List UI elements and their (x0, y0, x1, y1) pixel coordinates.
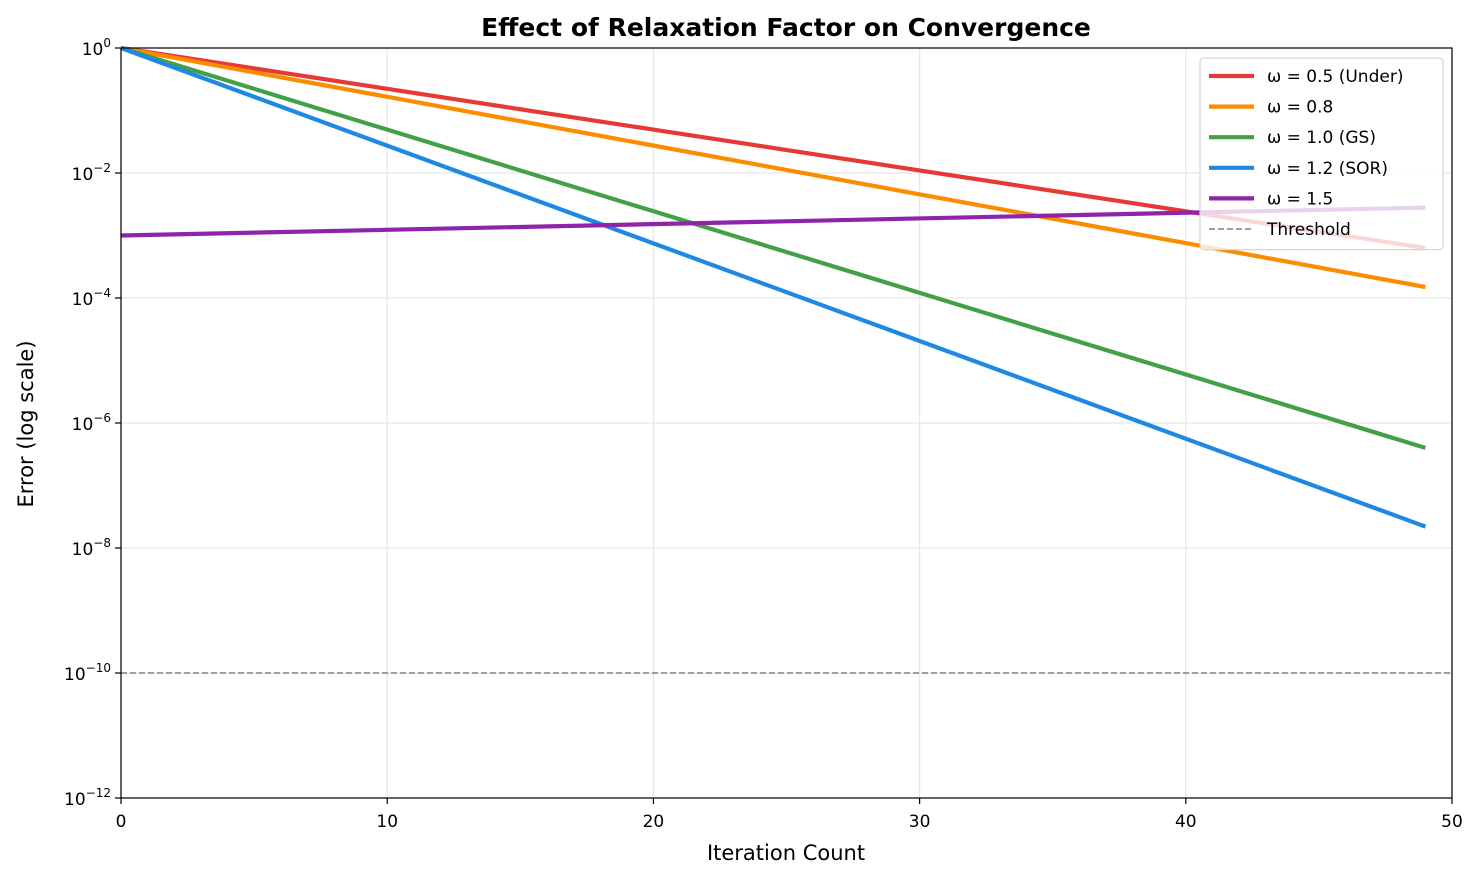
x-tick-label: 10 (376, 812, 398, 832)
y-tick-label: 10−8 (72, 536, 111, 560)
chart-title: Effect of Relaxation Factor on Convergen… (481, 13, 1091, 42)
series-line-3 (120, 45, 1427, 450)
legend-label: Threshold (1266, 220, 1351, 240)
x-tick-label: 50 (1441, 812, 1463, 832)
y-tick-base: 10 (72, 415, 94, 435)
y-tick-exponent: −12 (86, 786, 111, 800)
legend-label: ω = 1.0 (GS) (1267, 128, 1376, 148)
legend: ω = 0.5 (Under) ω = 0.8 ω = 1.0 (GS) ω = 1.… (1199, 57, 1444, 251)
series-line-4 (120, 46, 1427, 529)
y-tick-base: 10 (72, 540, 94, 560)
y-tick-base: 10 (72, 290, 94, 310)
y-tick-label: 10−10 (64, 661, 111, 685)
x-tick-label: 0 (116, 812, 127, 832)
y-tick-base: 10 (64, 790, 86, 810)
x-tick-label: 30 (909, 812, 931, 832)
y-tick-label: 100 (82, 36, 111, 60)
legend-label: ω = 1.2 (SOR) (1267, 159, 1388, 179)
y-tick-base: 10 (72, 165, 94, 185)
x-tick-label: 40 (1175, 812, 1197, 832)
y-tick-label: 10−2 (72, 161, 111, 185)
y-axis-label: Error (log scale) (14, 340, 38, 507)
y-tick-label: 10−4 (72, 286, 111, 310)
y-tick-exponent: −2 (93, 161, 111, 175)
x-axis-label: Iteration Count (707, 841, 865, 865)
legend-label: ω = 1.5 (1267, 189, 1333, 209)
y-tick-exponent: −8 (93, 536, 111, 550)
legend-label: ω = 0.8 (1267, 98, 1333, 118)
y-tick-exponent: −4 (93, 286, 111, 300)
x-axis-ticks: 0 10 20 30 40 50 (116, 798, 1463, 832)
y-tick-label: 10−12 (64, 786, 111, 810)
y-tick-exponent: −10 (86, 661, 111, 675)
y-tick-exponent: −6 (93, 411, 111, 425)
y-tick-base: 10 (64, 665, 86, 685)
x-tick-label: 20 (643, 812, 665, 832)
legend-label: ω = 0.5 (Under) (1267, 67, 1403, 87)
y-tick-exponent: 0 (103, 36, 111, 50)
legend-box (1199, 57, 1444, 251)
y-tick-label: 10−6 (72, 411, 111, 435)
y-tick-base: 10 (82, 40, 104, 60)
